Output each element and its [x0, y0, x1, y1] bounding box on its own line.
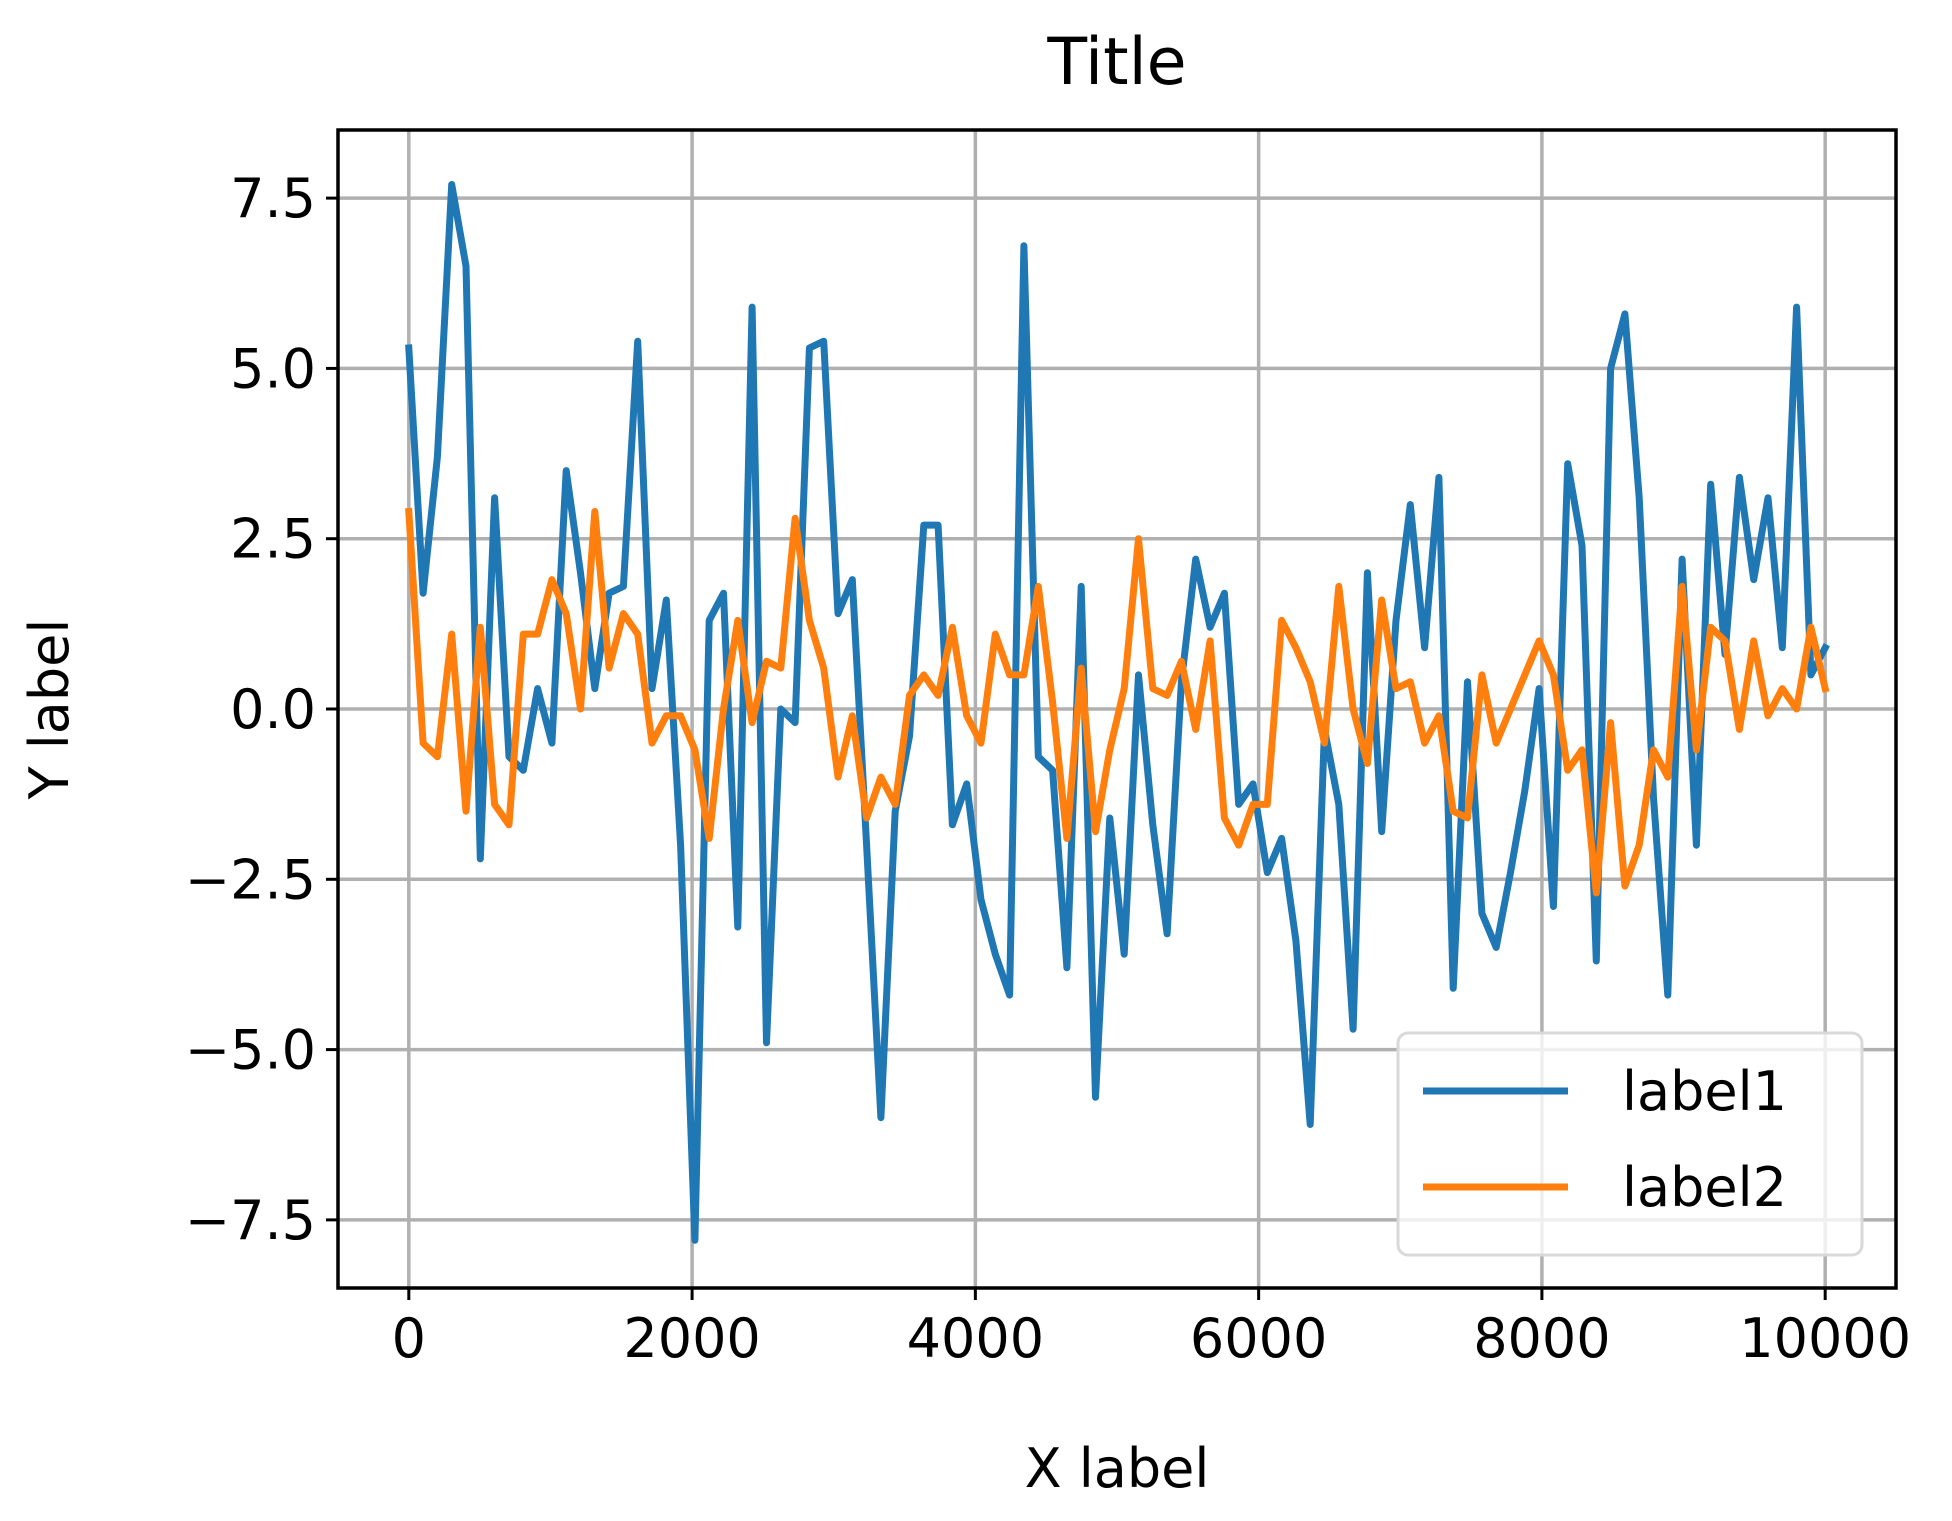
y-tick-label: 2.5	[230, 508, 316, 571]
legend-label-label1: label1	[1622, 1060, 1787, 1123]
x-tick-label: 4000	[907, 1307, 1044, 1370]
y-tick-label: −2.5	[185, 848, 316, 911]
legend: label1 label2	[1396, 1031, 1864, 1257]
x-tick-label: 6000	[1190, 1307, 1327, 1370]
x-axis-label: X label	[1025, 1437, 1210, 1500]
x-tick-label: 0	[392, 1307, 426, 1370]
y-tick-label: 5.0	[230, 337, 316, 400]
x-tick-label: 2000	[623, 1307, 760, 1370]
series-lines	[405, 181, 1830, 1244]
y-tick-label: 0.0	[230, 678, 316, 741]
chart-title: Title	[1046, 25, 1186, 100]
legend-label-label2: label2	[1622, 1156, 1787, 1219]
y-tick-label: −5.0	[185, 1019, 316, 1082]
y-tick-label: −7.5	[185, 1189, 316, 1252]
series-line-label2	[405, 507, 1830, 897]
x-tick-label: 10000	[1739, 1307, 1911, 1370]
axis-ticks: 0 2000 4000 6000 8000 10000 7.5 5.0 2.5 0.0 −2.5 −5…	[185, 167, 1911, 1370]
x-tick-label: 8000	[1473, 1307, 1610, 1370]
y-axis-label: Y label	[18, 619, 81, 801]
series-line-label1	[405, 181, 1830, 1244]
y-tick-label: 7.5	[230, 167, 316, 230]
